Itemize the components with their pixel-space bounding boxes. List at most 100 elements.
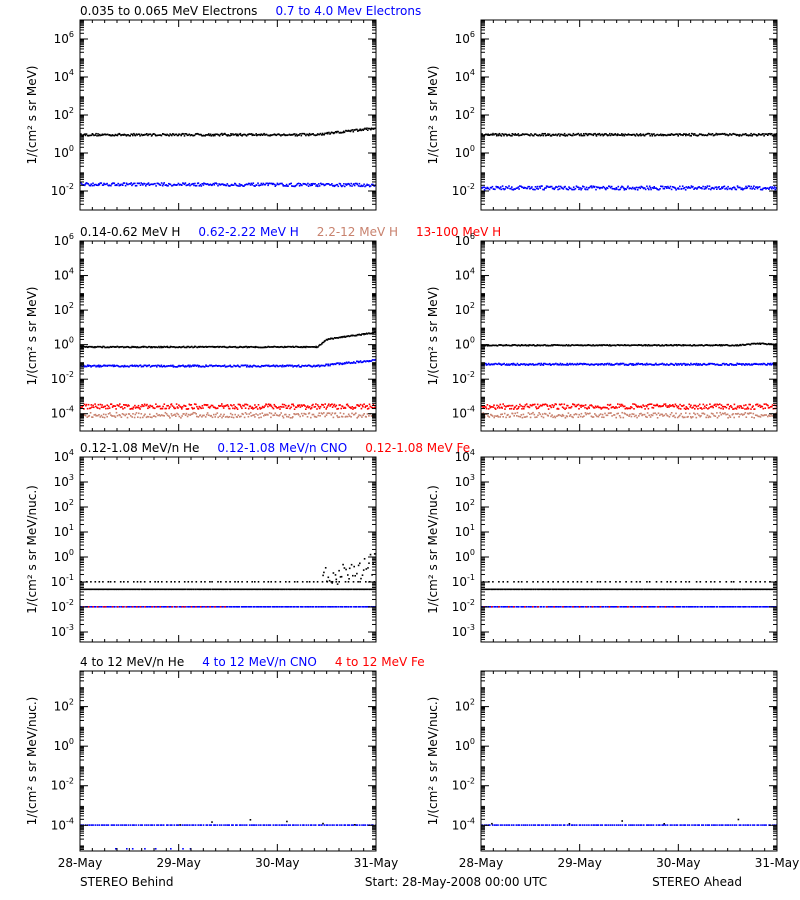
- data-point: [673, 344, 676, 346]
- data-point: [132, 408, 134, 410]
- data-point: [507, 187, 509, 189]
- data-point: [173, 407, 176, 410]
- data-point: [510, 407, 513, 410]
- data-point: [319, 588, 321, 591]
- chart-row-1: 0.035 to 0.065 MeV Electrons 0.7 to 4.0 …: [25, 4, 778, 211]
- data-point: [694, 413, 696, 416]
- data-point: [216, 412, 219, 414]
- data-point: [590, 185, 593, 187]
- data-point: [654, 344, 656, 346]
- data-point: [715, 405, 717, 408]
- data-point: [132, 413, 134, 415]
- data-point: [162, 133, 164, 135]
- data-point: [368, 184, 370, 186]
- data-point: [481, 405, 484, 407]
- data-point: [678, 188, 680, 190]
- data-point: [503, 412, 506, 415]
- data-point: [612, 188, 615, 190]
- data-point: [226, 135, 229, 137]
- data-point: [251, 346, 253, 348]
- data-point: [640, 363, 642, 365]
- data-point: [675, 133, 678, 135]
- data-point: [495, 134, 498, 137]
- data-point: [509, 344, 511, 347]
- data-point: [652, 412, 655, 415]
- data-point: [177, 413, 180, 416]
- data-point: [541, 404, 543, 407]
- data-point: [658, 363, 661, 366]
- data-point: [624, 188, 627, 190]
- data-point: [746, 412, 749, 415]
- data-point: [292, 588, 295, 591]
- data-point: [345, 130, 348, 132]
- data-point: [243, 364, 245, 367]
- data-point: [553, 415, 556, 418]
- data-point: [482, 186, 484, 189]
- data-point: [176, 406, 179, 408]
- data-point: [327, 364, 329, 367]
- data-point: [199, 183, 202, 186]
- data-point: [222, 415, 224, 417]
- data-point: [763, 343, 765, 345]
- data-point: [160, 588, 163, 591]
- data-point: [171, 405, 174, 407]
- data-point: [220, 183, 223, 185]
- data-point: [280, 134, 282, 137]
- data-point: [518, 344, 521, 347]
- data-point: [622, 187, 625, 189]
- data-point: [291, 134, 294, 136]
- data-point: [181, 406, 184, 408]
- data-point: [273, 365, 276, 367]
- data-point: [178, 404, 180, 406]
- data-point: [154, 407, 156, 409]
- data-point: [745, 404, 747, 406]
- data-point: [247, 365, 250, 368]
- data-point: [532, 188, 535, 191]
- y-axis-label: 1/(cm² s sr MeV): [426, 287, 440, 386]
- data-point: [685, 344, 688, 347]
- data-point: [147, 364, 150, 367]
- data-point: [631, 134, 633, 136]
- data-point: [758, 186, 761, 188]
- data-point: [266, 364, 268, 367]
- data-point: [581, 344, 583, 346]
- data-point: [235, 133, 237, 135]
- data-point: [341, 416, 344, 418]
- data-point: [253, 346, 255, 348]
- data-point: [283, 185, 286, 187]
- data-point: [123, 182, 126, 184]
- data-point: [666, 134, 668, 137]
- data-point: [299, 415, 301, 418]
- data-point: [163, 415, 165, 417]
- data-point: [222, 588, 225, 591]
- data-point: [550, 344, 553, 346]
- data-point: [724, 406, 726, 408]
- data-point: [498, 362, 500, 365]
- data-point: [175, 366, 178, 368]
- data-point: [197, 408, 200, 410]
- data-point: [530, 344, 532, 347]
- data-point: [177, 134, 179, 137]
- data-point: [99, 588, 101, 591]
- data-point: [366, 413, 369, 415]
- data-point: [176, 184, 178, 186]
- data-point: [704, 363, 706, 366]
- data-point: [216, 183, 218, 185]
- data-point: [130, 133, 132, 135]
- data-point: [194, 364, 196, 366]
- data-point: [158, 134, 161, 136]
- data-point: [159, 415, 162, 417]
- data-point: [676, 416, 679, 419]
- data-point: [107, 413, 110, 415]
- data-point: [609, 412, 611, 414]
- data-point: [167, 134, 169, 136]
- data-point: [257, 365, 260, 367]
- data-point: [709, 362, 712, 365]
- data-point: [354, 362, 357, 364]
- data-point: [224, 416, 227, 418]
- data-point: [96, 364, 98, 367]
- data-point: [638, 134, 641, 136]
- data-point: [157, 588, 160, 591]
- data-point: [147, 182, 150, 184]
- data-point: [232, 133, 234, 135]
